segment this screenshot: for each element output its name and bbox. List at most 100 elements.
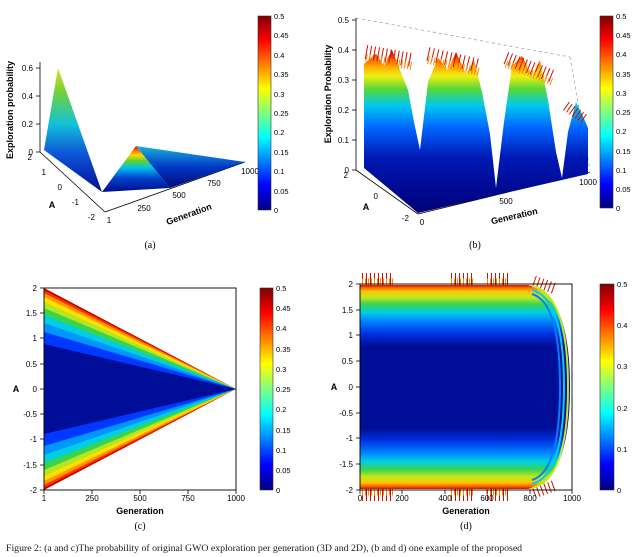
y-tick-label: -0.5 [23, 410, 37, 419]
colorbar-tick: 0.05 [274, 187, 289, 196]
x-tick-label: 250 [137, 204, 151, 213]
y-tick-label: 2 [344, 171, 349, 180]
y-tick-label: -0.5 [339, 409, 353, 418]
z-tick-label: 0.2 [338, 106, 350, 115]
x-tick-label: 750 [207, 179, 221, 188]
panel-b: 0.5 0.4 0.3 0.2 0.1 0 Exploration Probab… [323, 12, 631, 251]
x-axis: 0 200 400 600 800 1000 Generation [358, 494, 582, 516]
band-core [44, 344, 236, 434]
z-tick-label: 0.3 [338, 76, 350, 85]
z-tick-label: 0.2 [22, 120, 34, 129]
probability-region [44, 288, 236, 490]
x-tick-label: 600 [480, 494, 494, 503]
y-tick-label: 2 [33, 284, 38, 293]
y-axis: 2 1 0 -1 -2 A [28, 153, 96, 222]
colorbar-tick: 0.2 [616, 127, 626, 136]
panel-d: 0 200 400 600 800 1000 Generation 2 1.5 … [331, 273, 627, 532]
panel-a: 0.6 0.4 0.2 0 Exploration probability 2 … [5, 12, 289, 251]
x-axis-title: Generation [442, 506, 490, 516]
x-tick-label: 1000 [579, 178, 597, 187]
colorbar-gradient [259, 287, 274, 491]
surface-sheet-right [136, 146, 245, 188]
x-tick-label: 750 [181, 494, 195, 503]
spike-fringe [362, 273, 558, 501]
z-tick-label: 0.1 [338, 136, 350, 145]
y-tick-label: 1 [349, 331, 354, 340]
y-tick-label: -2 [30, 486, 38, 495]
box-back-edges [355, 17, 591, 171]
z-tick-label: 0.6 [22, 64, 34, 73]
colorbar-tick: 0.1 [274, 167, 284, 176]
colorbar-tick: 0.45 [274, 31, 289, 40]
surface-sheet-left [44, 68, 102, 192]
probability-region [360, 285, 570, 489]
y-tick-label: 0.5 [342, 357, 354, 366]
cap-band-blue [531, 293, 562, 481]
x-tick-label: 800 [523, 494, 537, 503]
z-axis: 0.6 0.4 0.2 0 Exploration probability [5, 61, 41, 159]
colorbar-tick: 0.25 [616, 108, 631, 117]
colorbar-tick: 0.4 [616, 50, 626, 59]
z-tick-label: 0 [29, 148, 34, 157]
colorbar-tick: 0.45 [616, 31, 631, 40]
y-tick-label: 0 [33, 385, 38, 394]
colorbar-tick: 0.35 [276, 345, 291, 354]
colorbar-tick: 0.25 [276, 385, 291, 394]
z-tick-label: 0.5 [338, 16, 350, 25]
spike-fringe [364, 45, 589, 125]
colorbar-tick: 0.2 [274, 128, 284, 137]
colorbar-tick: 0.15 [274, 148, 289, 157]
y-tick-label: 1.5 [342, 306, 354, 315]
colorbar-tick: 0 [616, 204, 620, 213]
x-tick-label: 1000 [241, 167, 259, 176]
colorbar-tick: 0.1 [617, 445, 627, 454]
y-tick-label: -1 [72, 198, 80, 207]
floor-axes [39, 151, 246, 213]
y-axis: 2 1.5 1 0.5 0 -0.5 -1 -1.5 -2 A [13, 284, 38, 495]
y-tick-label: 0 [374, 192, 379, 201]
panel-c: 1 250 500 750 1000 Generation 2 1.5 1 0.… [13, 284, 291, 532]
y-tick-marks [356, 283, 360, 491]
colorbar-tick: 0.35 [616, 70, 631, 79]
colorbar-tick: 0.1 [276, 446, 286, 455]
colorbar-tick: 0 [276, 486, 280, 495]
subplot-label-d: (d) [460, 521, 472, 532]
y-tick-label: -1.5 [23, 461, 37, 470]
z-axis: 0.5 0.4 0.3 0.2 0.1 0 Exploration Probab… [323, 16, 357, 175]
y-axis: 2 0 -2 A [344, 171, 410, 223]
colorbar-tick: 0.5 [617, 280, 627, 289]
y-axis-title: A [49, 200, 56, 210]
y-tick-label: -2 [88, 213, 96, 222]
x-tick-marks [359, 490, 573, 494]
y-axis-title: A [363, 202, 370, 212]
colorbar-tick: 0.35 [274, 70, 289, 79]
y-axis-title: A [13, 384, 20, 394]
x-axis-title: Generation [490, 206, 539, 226]
x-tick-label: 400 [438, 494, 452, 503]
y-tick-label: -1 [30, 435, 38, 444]
colorbar: 0.5 0.45 0.4 0.35 0.3 0.25 0.2 0.15 0.1 … [257, 12, 289, 215]
x-tick-label: 1000 [563, 494, 581, 503]
y-tick-label: 0 [58, 183, 63, 192]
x-tick-label: 1 [107, 216, 112, 225]
colorbar-tick: 0.15 [616, 147, 631, 156]
x-axis-title: Generation [165, 201, 213, 227]
colorbar-tick: 0.3 [616, 89, 626, 98]
y-axis-title: A [331, 382, 338, 392]
y-tick-label: 1.5 [26, 309, 38, 318]
colorbar-tick: 0 [617, 486, 621, 495]
colorbar-tick: 0.5 [276, 284, 286, 293]
colorbar-tick: 0.4 [617, 321, 627, 330]
x-tick-label: 0 [358, 494, 363, 503]
colorbar-tick: 0.25 [274, 109, 289, 118]
x-tick-label: 500 [133, 494, 147, 503]
y-tick-label: 0 [349, 383, 354, 392]
colorbar-tick: 0.4 [274, 51, 284, 60]
y-tick-label: 2 [28, 153, 33, 162]
surface-plot [364, 45, 589, 213]
colorbar-tick: 0.3 [276, 365, 286, 374]
x-tick-label: 250 [85, 494, 99, 503]
surface-body [364, 50, 588, 213]
z-axis-title: Exploration probability [5, 61, 15, 159]
